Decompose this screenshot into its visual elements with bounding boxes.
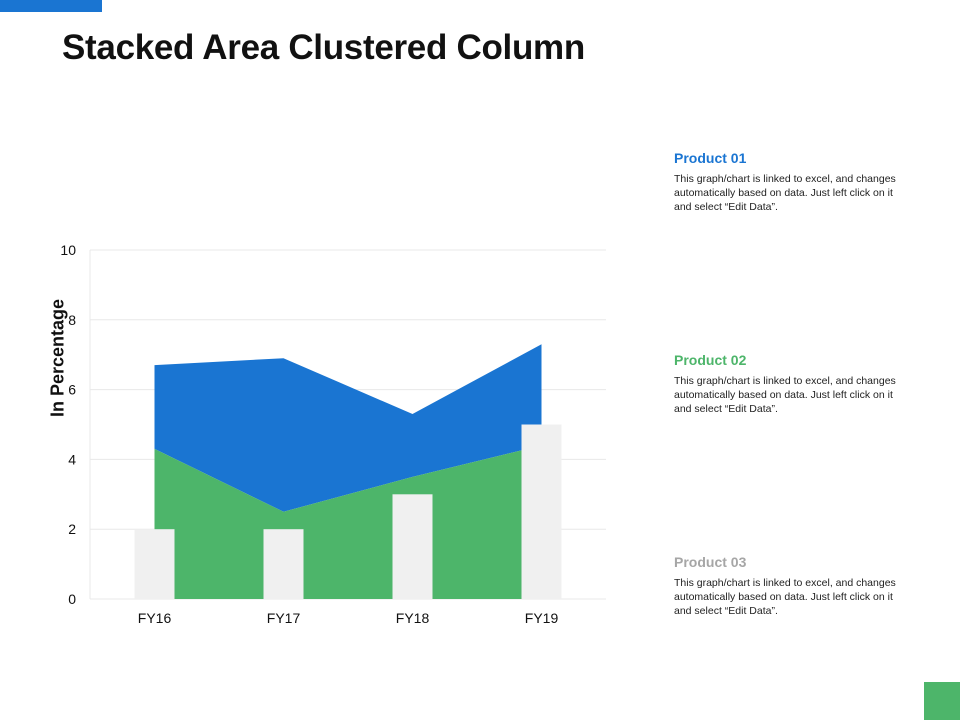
legend-description: This graph/chart is linked to excel, and… — [674, 173, 896, 213]
top-accent-bar — [0, 0, 102, 12]
column-bar-product-03 — [392, 494, 433, 599]
y-tick-label: 0 — [68, 591, 76, 607]
column-bar-product-03 — [521, 424, 562, 599]
legend-item-product-01: Product 01 This graph/chart is linked to… — [674, 150, 914, 214]
y-tick-label: 8 — [68, 312, 76, 328]
x-tick-label: FY16 — [138, 610, 172, 626]
x-tick-label: FY19 — [525, 610, 559, 626]
y-tick-labels: 0 2 4 6 8 10 — [60, 242, 76, 607]
x-tick-labels: FY16 FY17 FY18 FY19 — [138, 610, 559, 626]
legend-title: Product 02 — [674, 352, 747, 368]
y-tick-label: 4 — [68, 451, 76, 467]
x-tick-label: FY17 — [267, 610, 301, 626]
area-series-product-02 — [154, 445, 542, 599]
y-tick-label: 2 — [68, 521, 76, 537]
corner-accent-square — [924, 682, 960, 720]
y-tick-label: 6 — [68, 382, 76, 398]
column-bar-product-03 — [263, 529, 304, 599]
legend-title: Product 03 — [674, 554, 747, 570]
page-title: Stacked Area Clustered Column — [62, 28, 585, 67]
chart-areas — [154, 344, 542, 599]
area-series-product-01 — [154, 344, 542, 512]
y-tick-label: 10 — [60, 242, 76, 258]
legend-item-product-03: Product 03 This graph/chart is linked to… — [674, 554, 914, 618]
column-bar-product-03 — [134, 529, 175, 599]
legend-description: This graph/chart is linked to excel, and… — [674, 577, 896, 617]
chart-columns — [134, 424, 562, 599]
legend-title: Product 01 — [674, 150, 747, 166]
x-tick-label: FY18 — [396, 610, 430, 626]
legend-description: This graph/chart is linked to excel, and… — [674, 375, 896, 415]
y-axis-label: In Percentage — [47, 298, 68, 418]
legend-item-product-02: Product 02 This graph/chart is linked to… — [674, 352, 914, 416]
